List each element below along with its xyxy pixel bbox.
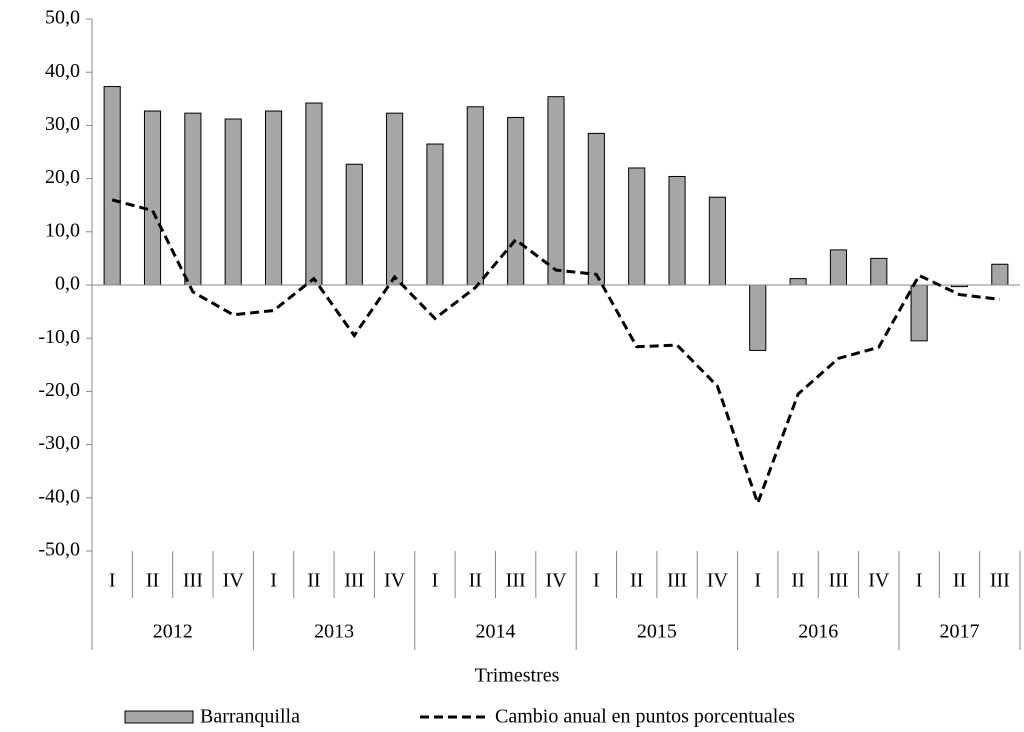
x-tick-label: II <box>791 570 804 592</box>
bar <box>264 110 283 286</box>
y-tick-label: -30,0 <box>38 432 80 454</box>
x-tick-label: I <box>109 570 116 592</box>
bar <box>789 278 807 286</box>
y-tick-label: 20,0 <box>45 166 80 188</box>
group-label: 2013 <box>314 621 354 643</box>
y-tick-label: -50,0 <box>38 539 80 561</box>
bar <box>991 263 1009 286</box>
x-tick-label: II <box>953 570 966 592</box>
group-label: 2015 <box>637 621 677 643</box>
x-tick-label: IV <box>384 570 406 592</box>
bar <box>829 249 848 286</box>
group-label: 2012 <box>153 621 193 643</box>
x-axis-title: Trimestres <box>475 665 560 687</box>
x-tick-label: IV <box>223 570 245 592</box>
legend-swatch <box>124 710 194 724</box>
x-tick-label: I <box>593 570 600 592</box>
x-tick-label: IV <box>545 570 567 592</box>
x-tick-label: II <box>469 570 482 592</box>
bar <box>910 284 928 342</box>
y-tick-label: 10,0 <box>45 219 80 241</box>
bar <box>870 257 888 286</box>
x-tick-label: I <box>270 570 277 592</box>
x-tick-label: III <box>828 570 848 592</box>
y-tick-label: -10,0 <box>38 326 80 348</box>
y-tick-label: -20,0 <box>38 379 80 401</box>
bar <box>547 96 565 286</box>
bar <box>224 118 242 286</box>
bar <box>628 167 646 286</box>
x-tick-label: IV <box>707 570 729 592</box>
y-tick-label: -40,0 <box>38 485 80 507</box>
x-tick-label: III <box>183 570 203 592</box>
x-tick-label: IV <box>868 570 890 592</box>
group-label: 2014 <box>475 621 515 643</box>
x-tick-label: II <box>307 570 320 592</box>
x-tick-label: II <box>146 570 159 592</box>
x-tick-label: III <box>667 570 687 592</box>
bar <box>184 112 202 286</box>
bar <box>426 143 444 286</box>
bar <box>668 175 686 286</box>
legend-label: Cambio anual en puntos porcentuales <box>495 706 795 728</box>
x-tick-label: III <box>990 570 1010 592</box>
bar <box>587 132 605 286</box>
x-tick-label: II <box>630 570 643 592</box>
bar <box>305 102 323 286</box>
bar <box>749 284 767 351</box>
bar <box>143 110 162 286</box>
group-label: 2017 <box>939 621 979 643</box>
x-tick-label: III <box>506 570 526 592</box>
bar <box>507 116 525 286</box>
group-label: 2016 <box>798 621 838 643</box>
bar <box>103 86 121 286</box>
x-tick-label: I <box>432 570 439 592</box>
y-tick-label: 0,0 <box>55 273 80 295</box>
bar <box>708 196 726 286</box>
bar <box>386 112 404 286</box>
line <box>111 198 1001 508</box>
y-tick-label: 50,0 <box>45 7 80 29</box>
legend-label: Barranquilla <box>200 706 300 728</box>
x-tick-label: I <box>916 570 923 592</box>
x-tick-label: I <box>754 570 761 592</box>
bar <box>345 163 363 286</box>
bar <box>466 106 484 286</box>
y-tick-label: 40,0 <box>45 60 80 82</box>
y-tick-label: 30,0 <box>45 113 80 135</box>
x-tick-label: III <box>344 570 364 592</box>
